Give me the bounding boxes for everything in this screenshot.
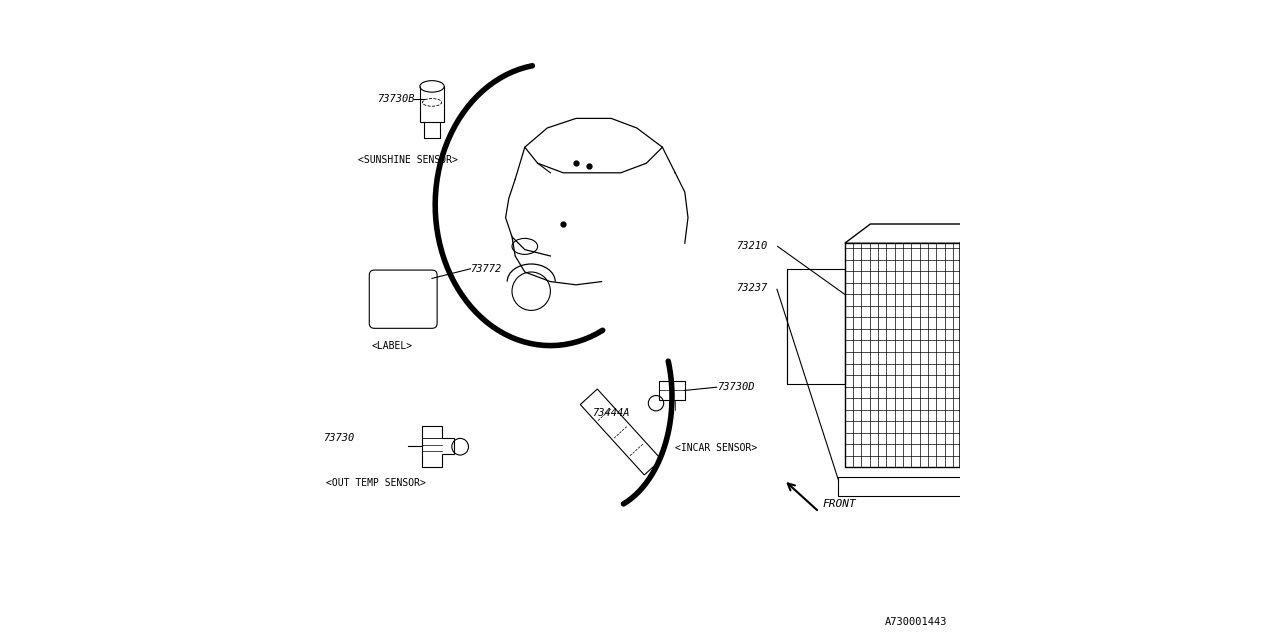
- Polygon shape: [960, 224, 986, 467]
- Bar: [787, 269, 845, 384]
- Bar: [845, 243, 960, 467]
- Text: 73444A: 73444A: [591, 408, 630, 418]
- Polygon shape: [845, 224, 986, 243]
- Text: <OUT TEMP SENSOR>: <OUT TEMP SENSOR>: [326, 478, 426, 488]
- Bar: [838, 477, 966, 496]
- Text: 73730: 73730: [323, 433, 355, 444]
- Text: FRONT: FRONT: [823, 499, 856, 509]
- Bar: [988, 426, 1005, 445]
- Text: 73730D: 73730D: [717, 382, 754, 392]
- Text: <SUNSHINE SENSOR>: <SUNSHINE SENSOR>: [358, 155, 458, 165]
- Text: 73772: 73772: [471, 264, 502, 274]
- Text: A730001443: A730001443: [884, 617, 947, 627]
- Text: <INCAR SENSOR>: <INCAR SENSOR>: [676, 443, 758, 453]
- Text: 73237: 73237: [736, 283, 767, 293]
- Bar: [659, 381, 685, 400]
- Bar: [988, 346, 1005, 365]
- Bar: [988, 266, 1005, 285]
- Text: 73730B: 73730B: [378, 94, 415, 104]
- Text: 73210: 73210: [736, 241, 767, 252]
- Text: <LABEL>: <LABEL>: [371, 340, 412, 351]
